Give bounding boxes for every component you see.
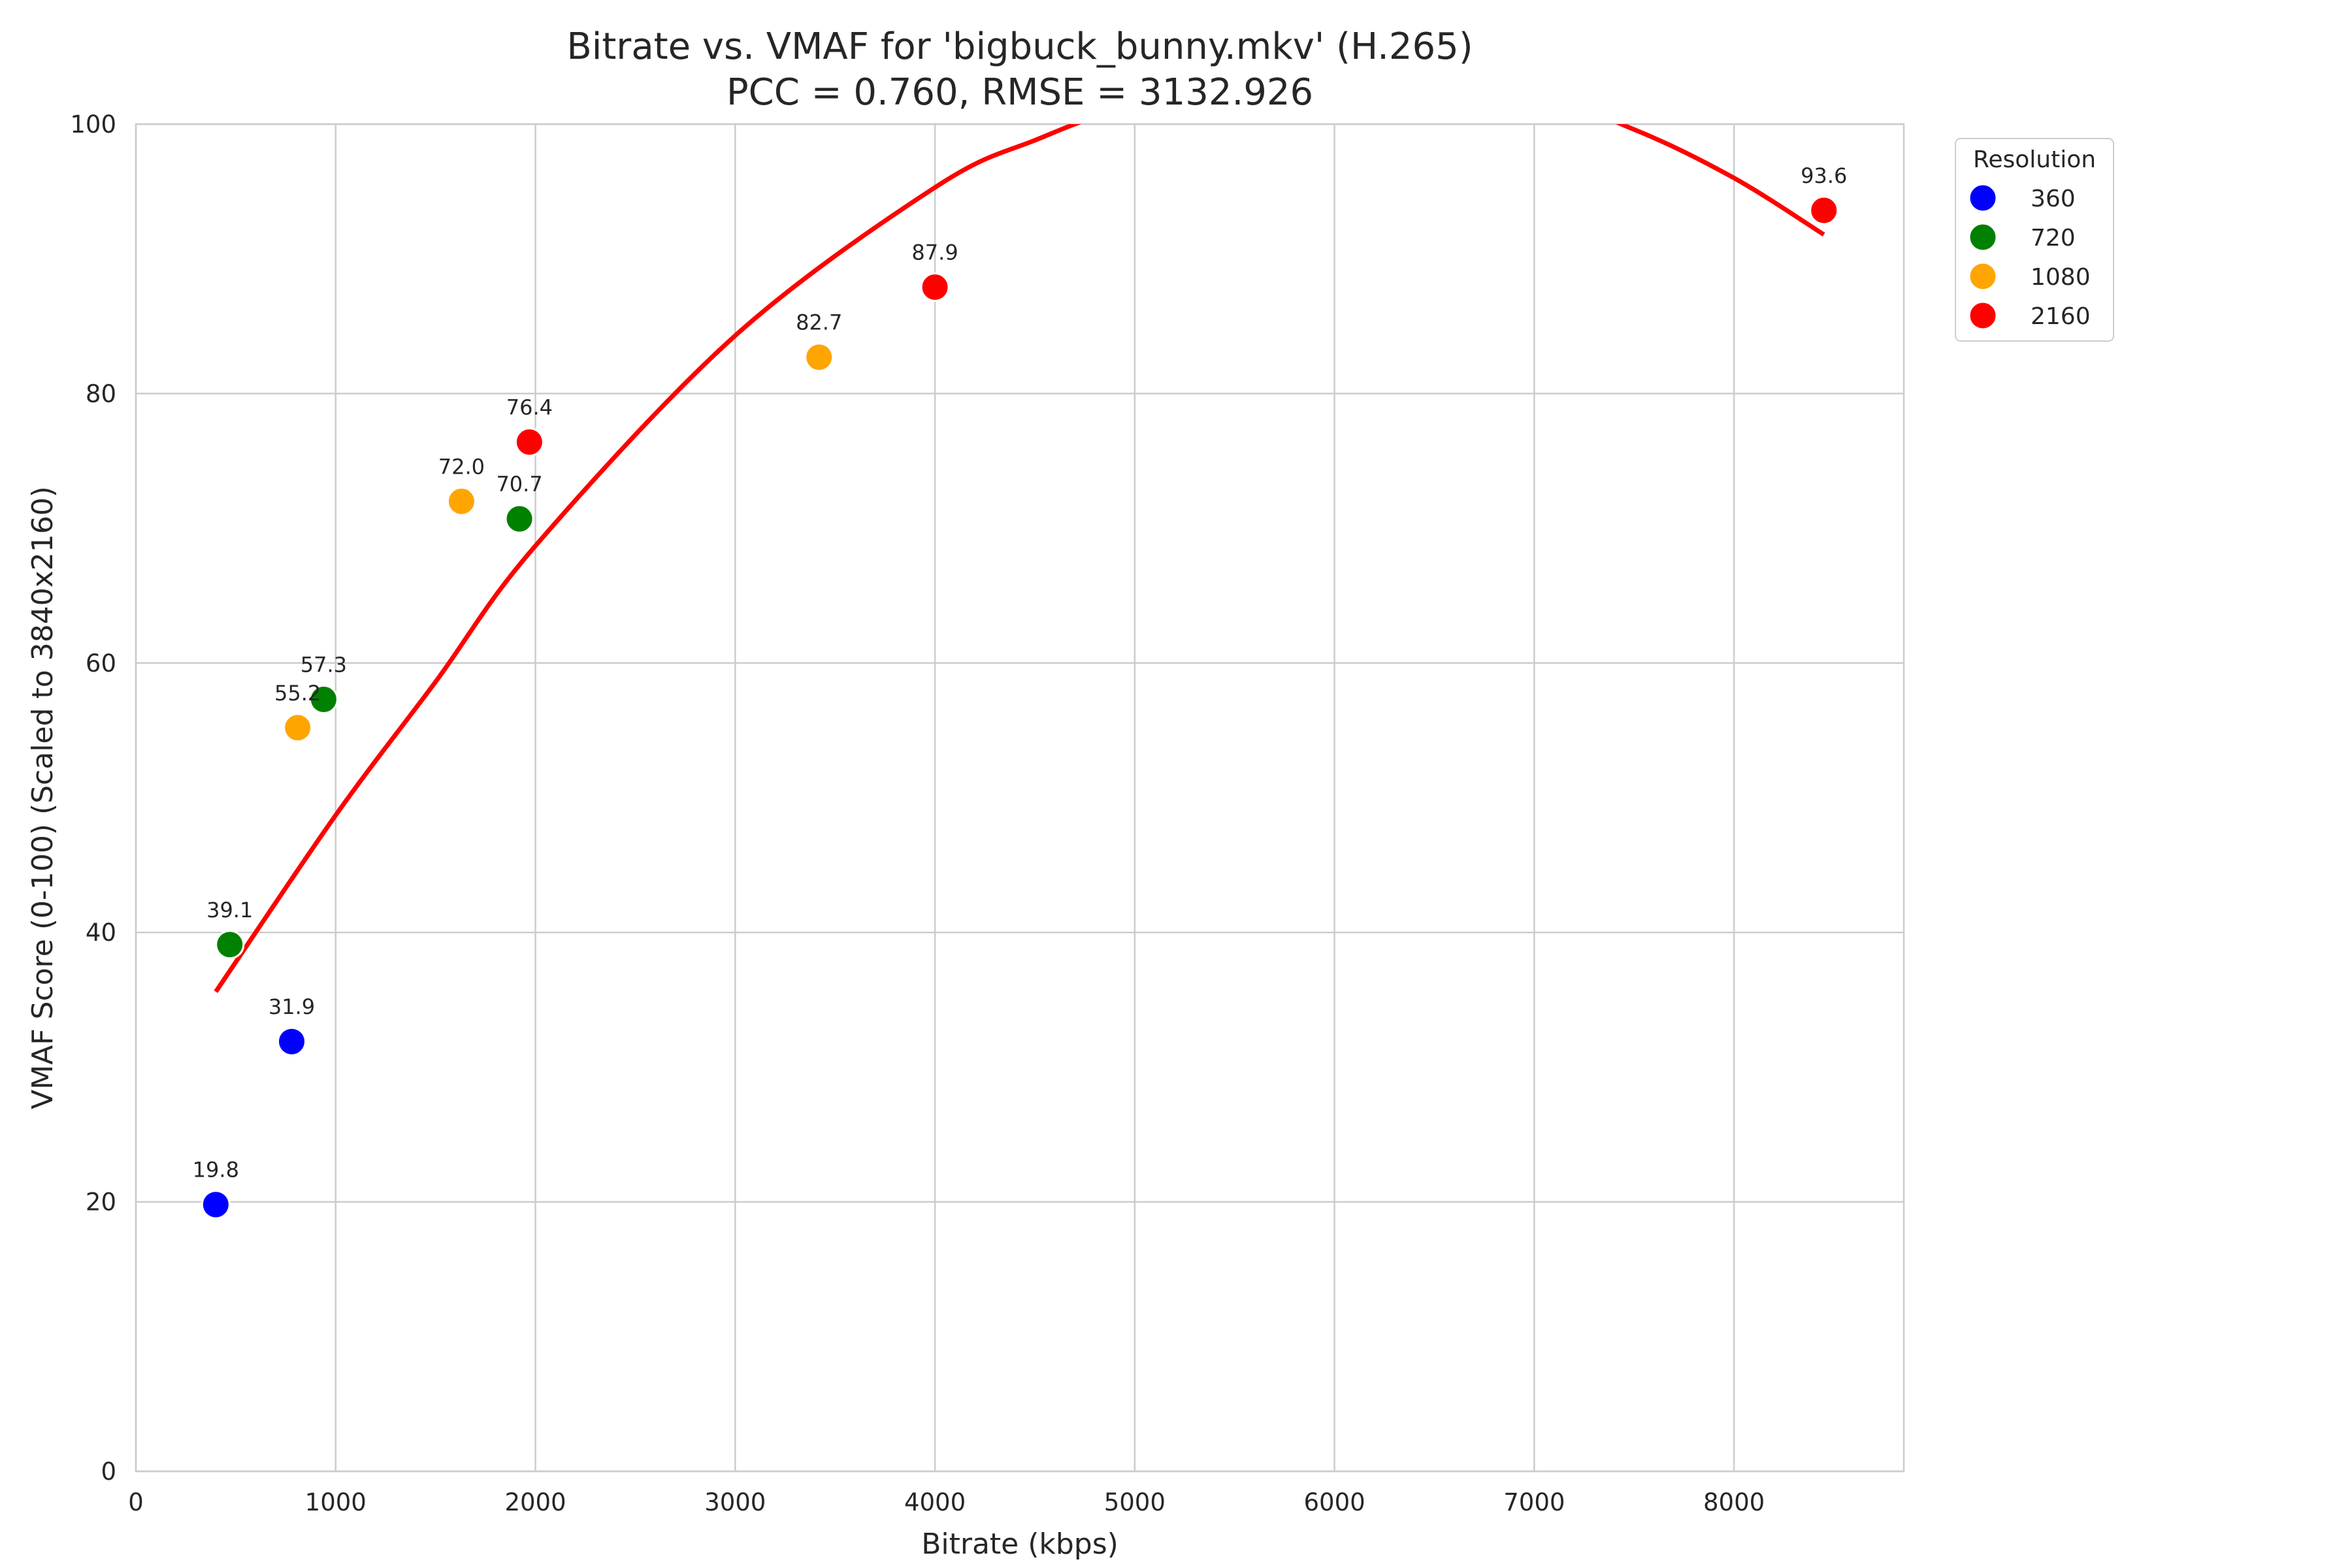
data-label: 19.8	[193, 1158, 239, 1183]
y-tick-label: 40	[86, 919, 116, 947]
tick-labels: 0 1000 2000 3000 4000 5000 6000 7000 8000 0 20 40 60…	[70, 110, 1765, 1516]
x-tick-label: 0	[128, 1488, 144, 1516]
y-tick-label: 0	[101, 1458, 116, 1486]
data-point	[446, 486, 476, 516]
fit-curve	[214, 124, 1825, 993]
data-label: 39.1	[206, 898, 253, 923]
legend-marker	[1968, 183, 1998, 213]
legend-frame	[1955, 138, 2114, 342]
x-tick-label: 4000	[904, 1488, 966, 1516]
y-axis-label: VMAF Score (0-100) (Scaled to 3840x2160)	[26, 486, 59, 1109]
data-point	[215, 930, 245, 960]
chart-subtitle: PCC = 0.760, RMSE = 3132.926	[727, 71, 1313, 114]
legend-label: 360	[2031, 186, 2076, 212]
data-label: 93.6	[1801, 163, 1847, 188]
legend-marker	[1968, 222, 1998, 252]
y-tick-label: 80	[86, 380, 116, 408]
legend-title: Resolution	[1973, 146, 2096, 173]
data-label: 87.9	[911, 240, 958, 265]
data-point	[920, 272, 950, 302]
y-tick-label: 60	[86, 649, 116, 678]
plot-frame	[135, 123, 1905, 1473]
y-tick-label: 20	[86, 1188, 116, 1217]
data-label: 72.0	[438, 454, 485, 479]
legend-label: 1080	[2031, 264, 2091, 291]
data-point	[276, 1026, 306, 1056]
grid	[135, 123, 1904, 1473]
x-tick-label: 3000	[704, 1488, 766, 1516]
x-axis-label: Bitrate (kbps)	[921, 1527, 1119, 1561]
data-point	[1809, 195, 1839, 225]
x-tick-label: 5000	[1104, 1488, 1166, 1516]
legend-label: 2160	[2031, 303, 2091, 330]
x-tick-label: 6000	[1303, 1488, 1365, 1516]
x-tick-label: 8000	[1703, 1488, 1765, 1516]
data-label: 70.7	[496, 472, 542, 497]
data-point	[504, 504, 534, 534]
data-point	[283, 713, 313, 743]
x-tick-label: 7000	[1503, 1488, 1565, 1516]
legend-label: 720	[2031, 225, 2076, 252]
data-label: 57.3	[301, 652, 347, 677]
data-point	[514, 427, 544, 457]
x-tick-label: 1000	[305, 1488, 367, 1516]
data-label: 31.9	[269, 994, 315, 1019]
chart-title: Bitrate vs. VMAF for 'bigbuck_bunny.mkv'…	[566, 25, 1473, 68]
legend-marker	[1968, 301, 1998, 331]
y-tick-label: 100	[70, 110, 116, 139]
data-label: 76.4	[506, 395, 553, 420]
data-label: 55.2	[274, 681, 321, 706]
x-tick-label: 2000	[504, 1488, 566, 1516]
legend-marker	[1968, 261, 1998, 291]
data-label: 82.7	[796, 310, 842, 335]
data-point	[201, 1190, 231, 1220]
data-points: 19.8 31.9 39.1 57.3 70.7 55.2 72.0 82.7 76.4 87.9…	[193, 163, 1847, 1220]
legend: Resolution 360 720 1080 2160	[1955, 138, 2114, 342]
data-point	[804, 342, 834, 372]
data-point	[308, 684, 338, 714]
